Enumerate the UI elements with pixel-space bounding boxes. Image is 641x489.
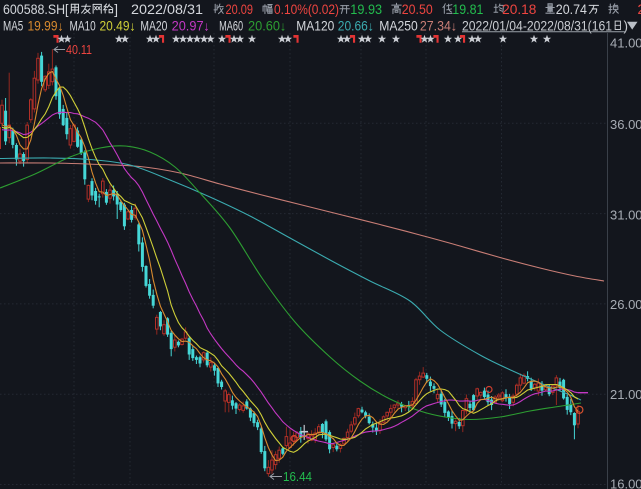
svg-text:2: 2 — [638, 2, 641, 17]
svg-text:): ) — [624, 19, 629, 34]
svg-text:31.00: 31.00 — [610, 207, 641, 222]
svg-text:20.49: 20.49 — [100, 19, 130, 34]
svg-text:↓: ↓ — [57, 19, 64, 34]
svg-text:20.09: 20.09 — [226, 2, 254, 17]
svg-text:19.93: 19.93 — [350, 2, 382, 17]
svg-text:19.81: 19.81 — [452, 2, 483, 17]
svg-text:36.00: 36.00 — [610, 117, 641, 132]
svg-text:20.74: 20.74 — [556, 2, 588, 17]
svg-text:MA120: MA120 — [296, 19, 334, 34]
svg-text:20.66: 20.66 — [338, 19, 368, 34]
svg-text:16.44: 16.44 — [283, 469, 312, 484]
svg-text:↓: ↓ — [280, 19, 287, 34]
svg-text:600588.SH[: 600588.SH[ — [3, 2, 69, 17]
svg-text:20.18: 20.18 — [502, 2, 536, 17]
svg-text:2022/08/31: 2022/08/31 — [131, 2, 203, 17]
svg-text:↓: ↓ — [368, 19, 375, 34]
svg-text:MA20: MA20 — [140, 19, 167, 34]
svg-text:16.00: 16.00 — [610, 476, 641, 489]
svg-text:MA250: MA250 — [379, 19, 418, 34]
svg-text:21.00: 21.00 — [610, 387, 641, 402]
svg-text:19.99: 19.99 — [28, 19, 58, 34]
svg-text:26.00: 26.00 — [610, 297, 641, 312]
svg-text:20.50: 20.50 — [402, 2, 433, 17]
svg-text:41.00: 41.00 — [610, 35, 641, 50]
svg-text:↓: ↓ — [203, 19, 210, 34]
svg-text:MA10: MA10 — [70, 19, 96, 34]
svg-text:↓: ↓ — [129, 19, 136, 34]
svg-text:20.97: 20.97 — [172, 19, 204, 34]
svg-text:27.34: 27.34 — [420, 19, 451, 34]
svg-text:40.11: 40.11 — [66, 42, 92, 57]
svg-text:2022/01/04-2022/08/31(161: 2022/01/04-2022/08/31(161 — [462, 19, 612, 34]
svg-text:]: ] — [114, 2, 118, 17]
svg-text:0.10%(0.02): 0.10%(0.02) — [274, 2, 339, 17]
svg-text:MA5: MA5 — [3, 19, 23, 34]
svg-text:MA60: MA60 — [219, 19, 243, 34]
svg-text:↓: ↓ — [451, 19, 458, 34]
svg-text:20.60: 20.60 — [248, 19, 280, 34]
